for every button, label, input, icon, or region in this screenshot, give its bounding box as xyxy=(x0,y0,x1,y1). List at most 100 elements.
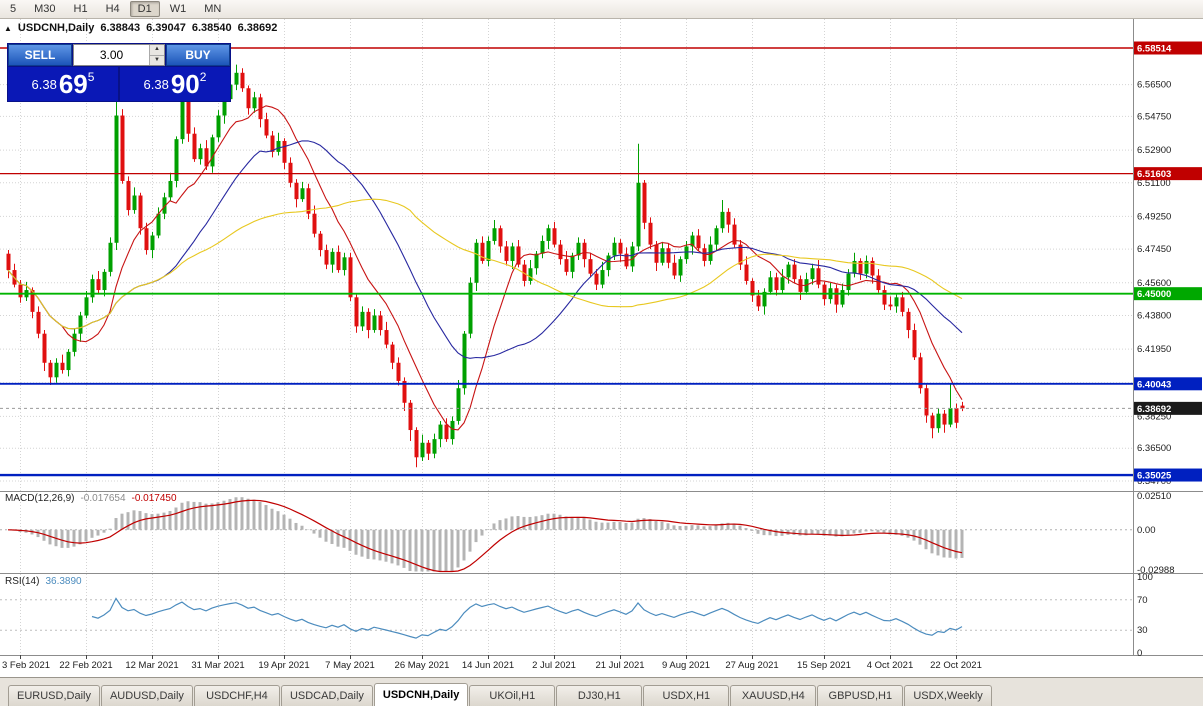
price-level-badge xyxy=(1134,287,1202,301)
macd-main-value: -0.017654 xyxy=(80,493,126,504)
volume-input[interactable]: 3.00 ▲ ▼ xyxy=(73,44,165,66)
price-scale-badges: 6.58514 6.51603 6.45000 6.40043 6.35025 6.386… xyxy=(1134,41,1202,482)
price-level-badge xyxy=(1134,377,1202,391)
svg-text:6.45600: 6.45600 xyxy=(1137,278,1171,289)
chart-tab-dj30-h1[interactable]: DJ30,H1 xyxy=(556,685,643,706)
price-level-badge xyxy=(1134,401,1202,415)
sell-button[interactable]: SELL xyxy=(8,44,72,66)
chart-tab-usdx-h1[interactable]: USDX,H1 xyxy=(643,685,730,706)
svg-text:6.40043: 6.40043 xyxy=(1137,379,1171,390)
main-chart[interactable]: 6.56500 6.54750 6.52900 6.51100 6.49250 6.474… xyxy=(0,19,1203,677)
ma-slow-line xyxy=(7,198,963,330)
rsi-title: RSI(14) xyxy=(5,576,40,587)
chart-tab-usdcad-daily[interactable]: USDCAD,Daily xyxy=(280,685,373,706)
timeframe-button-mn[interactable]: MN xyxy=(204,3,222,15)
svg-text:6.51100: 6.51100 xyxy=(1137,178,1171,189)
svg-text:22 Feb 2021: 22 Feb 2021 xyxy=(59,660,112,671)
ask-price-big: 90 xyxy=(170,69,200,99)
rsi-value: 36.3890 xyxy=(45,576,82,587)
svg-text:6.51603: 6.51603 xyxy=(1137,169,1171,180)
svg-text:6.36500: 6.36500 xyxy=(1137,443,1171,454)
price-level-badge xyxy=(1134,167,1202,181)
macd-title: MACD(12,26,9) xyxy=(5,493,75,504)
svg-text:22 Oct 2021: 22 Oct 2021 xyxy=(930,660,982,671)
chart-background xyxy=(0,19,1203,677)
macd-signal-line xyxy=(7,499,963,573)
ask-price-small: 6.38 xyxy=(143,76,169,92)
svg-text:27 Aug 2021: 27 Aug 2021 xyxy=(725,660,778,671)
chart-high-value: 6.39047 xyxy=(146,22,186,34)
chart-tabs-bar: EURUSD,Daily AUDUSD,Daily USDCHF,H4 USDCAD,… xyxy=(0,677,1203,706)
price-level-badge xyxy=(1134,41,1202,55)
bid-price-sup: 5 xyxy=(87,70,95,84)
bid-price-small: 6.38 xyxy=(31,76,57,92)
chart-tab-ukoil-h1[interactable]: UKOil,H1 xyxy=(469,685,556,706)
svg-text:0: 0 xyxy=(1137,648,1142,659)
svg-text:6.54750: 6.54750 xyxy=(1137,111,1171,122)
svg-text:-0.02988: -0.02988 xyxy=(1137,565,1175,576)
svg-text:6.58514: 6.58514 xyxy=(1137,44,1172,55)
svg-text:6.45000: 6.45000 xyxy=(1137,289,1171,300)
chart-symbol-label: USDCNH,Daily xyxy=(17,22,95,34)
svg-text:6.41950: 6.41950 xyxy=(1137,344,1171,355)
svg-text:6.47450: 6.47450 xyxy=(1137,244,1171,255)
svg-text:6.43800: 6.43800 xyxy=(1137,311,1171,322)
volume-value: 3.00 xyxy=(99,48,124,62)
timeframe-button-w1[interactable]: W1 xyxy=(169,3,187,15)
timeframe-button-h4[interactable]: H4 xyxy=(105,3,120,15)
svg-text:21 Jul 2021: 21 Jul 2021 xyxy=(595,660,644,671)
svg-text:12 Mar 2021: 12 Mar 2021 xyxy=(125,660,178,671)
ma-fast-line xyxy=(7,105,963,431)
ma-mid-line xyxy=(7,140,963,359)
timeframe-button-h1[interactable]: H1 xyxy=(73,3,88,15)
volume-spinner: ▲ ▼ xyxy=(149,45,164,65)
chart-tab-eurusd-daily[interactable]: EURUSD,Daily xyxy=(8,685,100,706)
svg-text:6.35025: 6.35025 xyxy=(1137,471,1172,482)
svg-text:15 Sep 2021: 15 Sep 2021 xyxy=(797,660,851,671)
chart-tab-xauusd-h4[interactable]: XAUUSD,H4 xyxy=(730,685,817,706)
svg-text:14 Jun 2021: 14 Jun 2021 xyxy=(462,660,514,671)
ask-price-sup: 2 xyxy=(199,70,207,84)
price-level-badge xyxy=(1134,468,1202,482)
svg-text:0.02510: 0.02510 xyxy=(1137,491,1171,502)
volume-decrease-button[interactable]: ▼ xyxy=(150,55,164,65)
rsi-indicator-header: RSI(14) 36.3890 xyxy=(5,576,82,587)
chart-tab-usdx-weekly[interactable]: USDX,Weekly xyxy=(904,685,992,706)
date-axis-labels: 3 Feb 2021 22 Feb 2021 12 Mar 2021 31 Mar 2… xyxy=(2,655,982,671)
bid-price-big: 69 xyxy=(58,69,88,99)
vertical-gridlines xyxy=(20,19,957,655)
sell-price-display[interactable]: 6.38 69 5 xyxy=(8,67,118,101)
chart-tab-gbpusd-h1[interactable]: GBPUSD,H1 xyxy=(817,685,904,706)
svg-text:2 Jul 2021: 2 Jul 2021 xyxy=(532,660,576,671)
svg-text:26 May 2021: 26 May 2021 xyxy=(395,660,450,671)
chart-ohlc-header: ▲ USDCNH,Daily 6.38843 6.39047 6.38540 6… xyxy=(4,22,277,34)
svg-text:6.49250: 6.49250 xyxy=(1137,211,1171,222)
timeframe-button-d1[interactable]: D1 xyxy=(129,1,160,17)
chart-close-value: 6.38692 xyxy=(237,22,278,34)
svg-text:19 Apr 2021: 19 Apr 2021 xyxy=(258,660,309,671)
svg-text:7 May 2021: 7 May 2021 xyxy=(325,660,375,671)
macd-signal-value: -0.017450 xyxy=(131,493,177,504)
chart-low-value: 6.38540 xyxy=(191,22,232,34)
chart-open-value: 6.38843 xyxy=(100,22,141,34)
chart-region: 6.56500 6.54750 6.52900 6.51100 6.49250 6.474… xyxy=(0,19,1203,677)
buy-price-display[interactable]: 6.38 90 2 xyxy=(120,67,230,101)
timeframe-button-m30[interactable]: M30 xyxy=(34,3,56,15)
macd-histogram xyxy=(12,497,964,572)
svg-text:70: 70 xyxy=(1137,595,1148,606)
svg-text:3 Feb 2021: 3 Feb 2021 xyxy=(2,660,50,671)
svg-text:4 Oct 2021: 4 Oct 2021 xyxy=(867,660,913,671)
pane-separators xyxy=(0,491,1203,656)
volume-increase-button[interactable]: ▲ xyxy=(150,45,164,56)
svg-text:100: 100 xyxy=(1137,572,1153,583)
chart-tab-usdcnh-daily[interactable]: USDCNH,Daily xyxy=(373,683,469,706)
timeframe-button-5[interactable]: 5 xyxy=(10,3,17,15)
buy-button[interactable]: BUY xyxy=(166,44,230,66)
svg-text:6.38250: 6.38250 xyxy=(1137,411,1171,422)
one-click-collapse-icon[interactable]: ▲ xyxy=(4,23,12,33)
svg-text:0.00: 0.00 xyxy=(1137,525,1156,536)
rsi-line xyxy=(91,597,963,639)
chart-tab-usdchf-h4[interactable]: USDCHF,H4 xyxy=(193,685,280,706)
chart-tab-audusd-daily[interactable]: AUDUSD,Daily xyxy=(100,685,193,706)
